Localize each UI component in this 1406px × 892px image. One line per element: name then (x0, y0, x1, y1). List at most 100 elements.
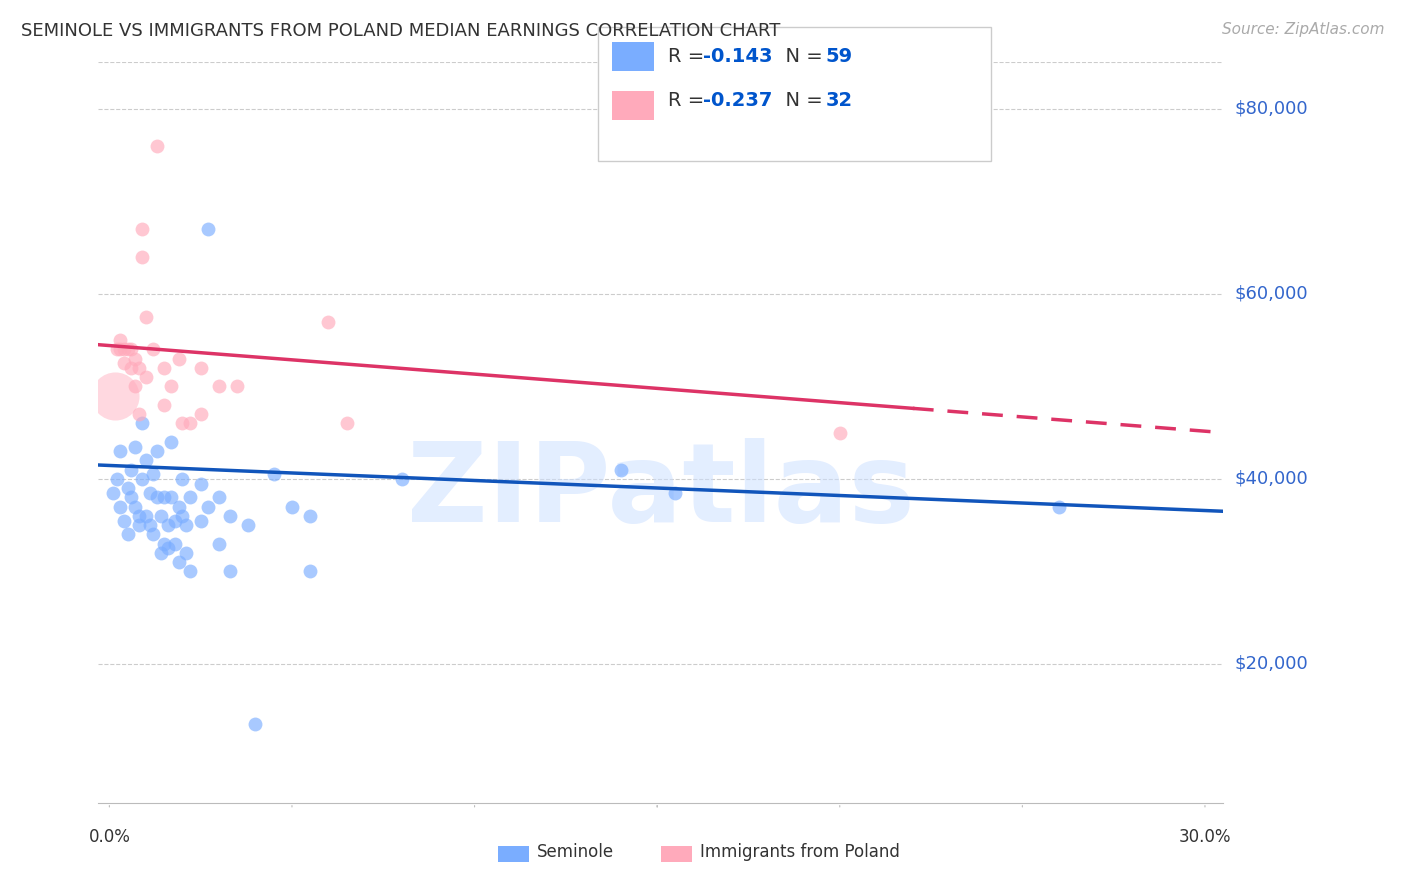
Point (138, 518, 160, 533)
Text: 30.0%: 30.0% (1178, 828, 1232, 846)
Point (153, 491, 176, 505)
Point (105, 343, 128, 357)
Point (135, 453, 157, 467)
Text: N =: N = (773, 91, 830, 111)
Point (124, 351, 146, 366)
Point (138, 485, 160, 500)
Point (208, 536, 231, 550)
Point (105, 472, 128, 486)
Point (135, 310, 157, 324)
Point (120, 491, 142, 505)
Point (101, 485, 124, 500)
Point (131, 472, 153, 486)
Point (172, 472, 194, 486)
Text: 59: 59 (825, 46, 852, 66)
Point (172, 417, 194, 431)
Point (165, 514, 187, 528)
Text: 32: 32 (825, 91, 852, 111)
Point (104, 388, 127, 402)
Point (135, 508, 157, 523)
Point (124, 379, 146, 393)
Point (245, 717, 267, 731)
Point (149, 508, 172, 523)
Point (190, 514, 212, 528)
Text: Source: ZipAtlas.com: Source: ZipAtlas.com (1222, 22, 1385, 37)
Point (117, 343, 139, 357)
Point (172, 508, 194, 523)
Point (664, 485, 686, 500)
Point (318, 314, 340, 328)
Point (112, 343, 135, 357)
Point (236, 518, 259, 533)
Point (153, 360, 176, 375)
Point (110, 333, 132, 347)
Point (135, 370, 157, 384)
Point (197, 500, 219, 514)
Point (263, 467, 285, 482)
Point (146, 138, 169, 153)
Point (609, 462, 631, 476)
Point (190, 407, 212, 421)
Point (153, 536, 176, 550)
Point (219, 508, 242, 523)
Point (120, 343, 142, 357)
Point (160, 434, 183, 449)
Text: Seminole: Seminole (537, 843, 614, 861)
Text: -0.143: -0.143 (703, 46, 772, 66)
Point (828, 425, 851, 440)
Point (281, 500, 304, 514)
Point (124, 440, 146, 454)
Text: $40,000: $40,000 (1234, 470, 1308, 488)
Point (131, 417, 153, 431)
Text: ZIPatlas: ZIPatlas (406, 438, 915, 545)
Point (167, 555, 190, 569)
Point (179, 491, 201, 505)
FancyBboxPatch shape (498, 846, 529, 862)
Point (1047, 500, 1070, 514)
Point (142, 527, 165, 541)
Point (110, 444, 132, 458)
Point (124, 500, 146, 514)
Point (120, 462, 142, 476)
Point (120, 360, 142, 375)
Point (165, 536, 187, 550)
Text: -0.237: -0.237 (703, 91, 772, 111)
Point (208, 491, 231, 505)
Point (142, 343, 165, 357)
Text: $80,000: $80,000 (1234, 100, 1308, 118)
Text: SEMINOLE VS IMMIGRANTS FROM POLAND MEDIAN EARNINGS CORRELATION CHART: SEMINOLE VS IMMIGRANTS FROM POLAND MEDIA… (21, 22, 780, 40)
Point (174, 546, 197, 560)
Point (156, 541, 179, 556)
Point (190, 360, 212, 375)
Text: 0.0%: 0.0% (89, 828, 131, 846)
Text: $20,000: $20,000 (1234, 655, 1308, 673)
Point (142, 467, 165, 482)
Point (336, 417, 359, 431)
Point (146, 444, 169, 458)
Point (197, 222, 219, 236)
Text: $60,000: $60,000 (1234, 285, 1308, 302)
Point (160, 491, 183, 505)
Point (179, 417, 201, 431)
Point (112, 514, 135, 528)
Point (112, 356, 135, 370)
Point (110, 500, 132, 514)
Point (174, 518, 197, 533)
Point (208, 379, 231, 393)
Point (131, 250, 153, 264)
Point (128, 360, 150, 375)
Text: Immigrants from Poland: Immigrants from Poland (700, 843, 900, 861)
Point (117, 527, 139, 541)
Point (391, 472, 413, 486)
Point (167, 351, 190, 366)
Text: N =: N = (773, 46, 830, 66)
Point (110, 343, 132, 357)
Point (156, 518, 179, 533)
Point (299, 508, 322, 523)
Point (153, 398, 176, 412)
Point (299, 565, 322, 579)
Text: R =: R = (668, 91, 710, 111)
Point (146, 491, 169, 505)
Point (128, 518, 150, 533)
Point (160, 379, 183, 393)
